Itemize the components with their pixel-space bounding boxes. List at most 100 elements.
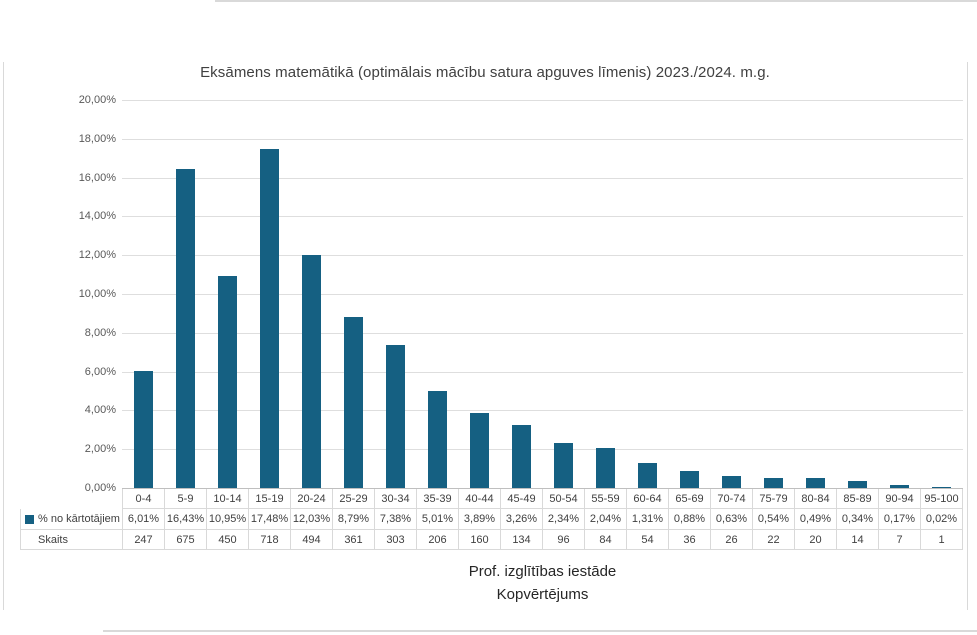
y-axis-tick-label: 20,00% bbox=[78, 94, 116, 106]
value-cell: 3,89% bbox=[459, 509, 501, 530]
value-cell: 0,88% bbox=[669, 509, 711, 530]
bar-5-9[interactable] bbox=[176, 169, 195, 488]
chart-title: Eksāmens matemātikā (optimālais mācību s… bbox=[200, 64, 770, 81]
value-cell: 17,48% bbox=[249, 509, 291, 530]
plot-area[interactable] bbox=[122, 100, 963, 488]
legend-swatch-icon bbox=[25, 514, 34, 524]
value-cell: 96 bbox=[543, 530, 585, 550]
category-row: 0-4 5-9 10-14 15-19 20-24 25-29 30-34 35-39 40-4… bbox=[122, 489, 963, 509]
chart-frame-right-border bbox=[967, 62, 968, 610]
x-axis-line bbox=[122, 488, 963, 489]
value-cell: 84 bbox=[585, 530, 627, 550]
x-axis-title-line1: Prof. izglītības iestāde bbox=[468, 563, 617, 580]
value-cell: 450 bbox=[207, 530, 249, 550]
category-cell: 10-14 bbox=[207, 489, 249, 509]
value-cell: 36 bbox=[669, 530, 711, 550]
value-cell: 22 bbox=[753, 530, 795, 550]
value-cell: 54 bbox=[627, 530, 669, 550]
bar-30-34[interactable] bbox=[386, 345, 405, 488]
bar-0-4[interactable] bbox=[134, 371, 153, 488]
sheet-gridline-top bbox=[215, 0, 977, 2]
bar-45-49[interactable] bbox=[512, 425, 531, 488]
value-cell: 247 bbox=[123, 530, 165, 550]
value-cell: 20 bbox=[795, 530, 837, 550]
value-cell: 134 bbox=[501, 530, 543, 550]
value-cell: 7 bbox=[879, 530, 921, 550]
value-cell: 26 bbox=[711, 530, 753, 550]
y-axis-tick-label: 14,00% bbox=[78, 210, 116, 222]
value-cell: 1,31% bbox=[627, 509, 669, 530]
category-cell: 75-79 bbox=[753, 489, 795, 509]
gridline bbox=[122, 100, 963, 101]
sheet-gridline-bottom bbox=[103, 630, 977, 632]
value-cell: 2,04% bbox=[585, 509, 627, 530]
count-row: Skaits 247 675 450 718 494 361 303 206 160 134 96 84… bbox=[20, 530, 963, 550]
y-axis-tick-label: 12,00% bbox=[78, 249, 116, 261]
percent-row: % no kārtotājiem 6,01% 16,43% 10,95% 17,48% 1… bbox=[20, 509, 963, 530]
gridline bbox=[122, 333, 963, 334]
category-cell: 15-19 bbox=[249, 489, 291, 509]
y-axis-tick-label: 18,00% bbox=[78, 133, 116, 145]
category-cell: 45-49 bbox=[501, 489, 543, 509]
value-cell: 718 bbox=[249, 530, 291, 550]
bar-40-44[interactable] bbox=[470, 413, 489, 488]
y-axis-tick-label: 4,00% bbox=[84, 404, 116, 416]
value-cell: 14 bbox=[837, 530, 879, 550]
category-cell: 40-44 bbox=[459, 489, 501, 509]
bar-60-64[interactable] bbox=[638, 463, 657, 488]
gridline bbox=[122, 139, 963, 140]
value-cell: 8,79% bbox=[333, 509, 375, 530]
bar-35-39[interactable] bbox=[428, 391, 447, 488]
bar-15-19[interactable] bbox=[260, 149, 279, 488]
value-cell: 206 bbox=[417, 530, 459, 550]
value-cell: 675 bbox=[165, 530, 207, 550]
y-axis-tick-label: 2,00% bbox=[84, 443, 116, 455]
category-cell: 95-100 bbox=[921, 489, 963, 509]
bar-80-84[interactable] bbox=[806, 478, 825, 488]
value-cell: 361 bbox=[333, 530, 375, 550]
category-cell: 50-54 bbox=[543, 489, 585, 509]
bar-50-54[interactable] bbox=[554, 443, 573, 488]
category-cell: 5-9 bbox=[165, 489, 207, 509]
category-cell: 55-59 bbox=[585, 489, 627, 509]
value-cell: 5,01% bbox=[417, 509, 459, 530]
x-axis-titles: Prof. izglītības iestāde Kopvērtējums bbox=[122, 560, 963, 606]
y-axis-tick-label: 10,00% bbox=[78, 288, 116, 300]
value-cell: 0,49% bbox=[795, 509, 837, 530]
value-cell: 160 bbox=[459, 530, 501, 550]
value-cell: 2,34% bbox=[543, 509, 585, 530]
value-cell: 0,02% bbox=[921, 509, 963, 530]
bar-75-79[interactable] bbox=[764, 478, 783, 488]
value-cell: 7,38% bbox=[375, 509, 417, 530]
bar-10-14[interactable] bbox=[218, 276, 237, 488]
bar-85-89[interactable] bbox=[848, 481, 867, 488]
x-axis-title-line2: Kopvērtējums bbox=[496, 586, 589, 603]
category-cell: 30-34 bbox=[375, 489, 417, 509]
bar-25-29[interactable] bbox=[344, 317, 363, 488]
value-cell: 6,01% bbox=[123, 509, 165, 530]
value-cell: 0,17% bbox=[879, 509, 921, 530]
bar-95-100[interactable] bbox=[932, 487, 951, 488]
gridline bbox=[122, 255, 963, 256]
bar-90-94[interactable] bbox=[890, 485, 909, 488]
value-cell: 303 bbox=[375, 530, 417, 550]
bar-70-74[interactable] bbox=[722, 476, 741, 488]
value-cell: 0,63% bbox=[711, 509, 753, 530]
value-cell: 3,26% bbox=[501, 509, 543, 530]
category-cell: 20-24 bbox=[291, 489, 333, 509]
category-cell: 85-89 bbox=[837, 489, 879, 509]
bar-20-24[interactable] bbox=[302, 255, 321, 488]
gridline bbox=[122, 372, 963, 373]
category-cell: 60-64 bbox=[627, 489, 669, 509]
y-axis-tick-label: 0,00% bbox=[84, 482, 116, 494]
value-cell: 1 bbox=[921, 530, 963, 550]
bar-55-59[interactable] bbox=[596, 448, 615, 488]
gridline bbox=[122, 216, 963, 217]
category-cell: 25-29 bbox=[333, 489, 375, 509]
gridline bbox=[122, 449, 963, 450]
category-cell: 90-94 bbox=[879, 489, 921, 509]
y-axis-tick-label: 8,00% bbox=[84, 327, 116, 339]
category-cell: 35-39 bbox=[417, 489, 459, 509]
bar-65-69[interactable] bbox=[680, 471, 699, 488]
